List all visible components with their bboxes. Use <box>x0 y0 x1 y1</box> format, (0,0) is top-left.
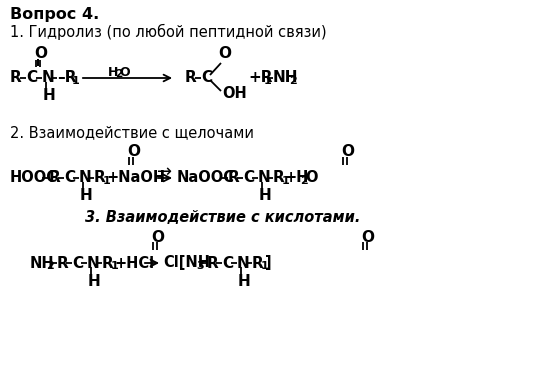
Text: NH: NH <box>273 70 299 86</box>
Text: N: N <box>42 70 55 86</box>
Text: N: N <box>79 170 92 185</box>
Text: 2. Взаимодействие с щелочами: 2. Взаимодействие с щелочами <box>10 126 254 141</box>
Text: H: H <box>259 188 272 204</box>
Text: R: R <box>252 256 264 271</box>
Text: O: O <box>218 46 231 61</box>
Text: 2: 2 <box>115 69 122 79</box>
Text: R: R <box>273 170 285 185</box>
Text: H: H <box>238 273 251 288</box>
Text: R: R <box>49 170 60 185</box>
Text: N: N <box>87 256 100 271</box>
Text: O: O <box>305 170 317 185</box>
Text: O: O <box>361 230 374 245</box>
Text: 1: 1 <box>103 176 111 186</box>
Text: H: H <box>108 66 118 78</box>
Text: ]: ] <box>265 256 272 271</box>
Text: O: O <box>341 144 354 159</box>
Text: H: H <box>88 273 101 288</box>
Text: HOOC: HOOC <box>10 170 58 185</box>
Text: 1: 1 <box>72 76 80 86</box>
Text: H: H <box>80 188 93 204</box>
Text: 2: 2 <box>46 261 54 271</box>
Text: O: O <box>127 144 140 159</box>
Text: –R: –R <box>57 70 76 86</box>
Text: 1: 1 <box>111 261 119 271</box>
Text: O: O <box>34 46 47 61</box>
Text: Вопрос 4.: Вопрос 4. <box>10 6 99 21</box>
Text: R: R <box>10 70 22 86</box>
Text: 3: 3 <box>196 261 204 271</box>
Text: +R: +R <box>248 70 272 86</box>
Text: →: → <box>157 163 172 181</box>
Text: N: N <box>237 256 250 271</box>
Text: C: C <box>26 70 37 86</box>
Text: H: H <box>43 89 56 104</box>
Text: 1. Гидролиз (по любой пептидной связи): 1. Гидролиз (по любой пептидной связи) <box>10 24 327 40</box>
Text: C: C <box>243 170 254 185</box>
Text: 2: 2 <box>289 76 297 86</box>
Text: 1: 1 <box>264 76 272 86</box>
Text: 2: 2 <box>300 176 308 186</box>
Text: C: C <box>222 256 233 271</box>
Text: N: N <box>258 170 271 185</box>
Text: OH: OH <box>222 86 247 101</box>
Text: R: R <box>102 256 114 271</box>
Text: NaOOC: NaOOC <box>177 170 235 185</box>
Text: R: R <box>228 170 240 185</box>
Text: C: C <box>72 256 83 271</box>
Text: O: O <box>119 66 130 78</box>
Text: R: R <box>207 256 219 271</box>
Text: 1: 1 <box>282 176 290 186</box>
Text: R: R <box>185 70 197 86</box>
Text: C: C <box>64 170 75 185</box>
Text: +NaOH: +NaOH <box>106 170 165 185</box>
Text: +HCl: +HCl <box>114 256 154 271</box>
Text: R: R <box>94 170 106 185</box>
Text: C: C <box>201 70 212 86</box>
Text: R: R <box>57 256 69 271</box>
Text: Cl[NH: Cl[NH <box>163 256 210 271</box>
Text: +H: +H <box>285 170 309 185</box>
Text: O: O <box>151 230 164 245</box>
Text: 3. Взаимодействие с кислотами.: 3. Взаимодействие с кислотами. <box>85 210 360 225</box>
Text: NH: NH <box>30 256 54 271</box>
Text: 1: 1 <box>261 261 269 271</box>
